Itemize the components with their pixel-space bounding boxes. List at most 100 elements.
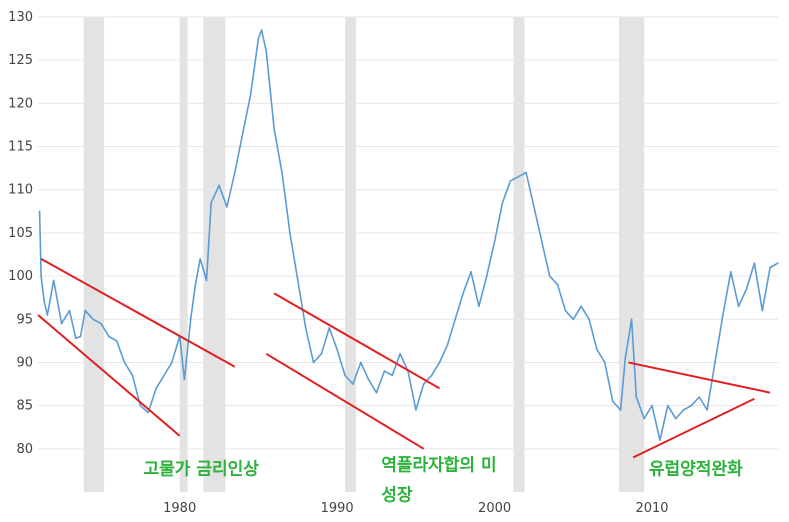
data-point xyxy=(92,318,94,321)
data-point xyxy=(690,404,693,407)
data-point xyxy=(446,344,449,346)
data-point xyxy=(344,374,346,377)
annotation-2: 성장 xyxy=(381,486,413,506)
y-tick-label: 115 xyxy=(8,140,33,155)
recession-band-5 xyxy=(618,17,645,492)
data-point xyxy=(218,184,220,187)
data-point xyxy=(249,93,252,96)
annotation-0: 고물가 금리인상 xyxy=(143,460,259,480)
data-point xyxy=(596,348,598,351)
data-point xyxy=(753,262,756,264)
data-point xyxy=(572,318,575,321)
y-tick-label: 105 xyxy=(8,226,33,241)
data-point xyxy=(199,258,201,260)
data-point xyxy=(485,275,488,277)
data-point xyxy=(761,309,764,312)
data-point xyxy=(630,318,633,321)
series-line-0 xyxy=(38,29,779,442)
axis-labels: 80 85 90 95 100 105 110 115 120 125 130 1980 1990 200… xyxy=(8,10,668,516)
data-point xyxy=(611,400,614,403)
data-point xyxy=(265,50,268,53)
data-point xyxy=(312,361,315,364)
data-point xyxy=(328,327,331,329)
data-point xyxy=(548,275,551,277)
annotations: 고물가 금리인상 역플라자합의 미성장 유럽양적완화 xyxy=(143,454,743,505)
data-point xyxy=(501,201,504,204)
data-point xyxy=(115,340,118,342)
y-tick-label: 130 xyxy=(8,10,33,25)
data-point xyxy=(698,396,701,398)
data-point xyxy=(40,275,42,277)
data-point xyxy=(525,171,527,174)
trendline-1 xyxy=(37,314,181,437)
recession-band-4 xyxy=(513,17,525,492)
data-point xyxy=(38,210,41,213)
data-point xyxy=(123,361,126,364)
data-point xyxy=(619,409,622,411)
data-point xyxy=(46,314,49,316)
y-tick-label: 90 xyxy=(16,355,33,370)
y-tick-label: 110 xyxy=(8,183,33,198)
data-point xyxy=(470,270,472,273)
trendline-5 xyxy=(632,397,755,459)
trendlines xyxy=(37,257,771,459)
data-point xyxy=(564,309,567,312)
data-point xyxy=(194,283,197,286)
y-tick-label: 95 xyxy=(16,312,33,327)
data-point xyxy=(296,279,299,282)
data-point xyxy=(777,262,779,264)
data-point xyxy=(183,378,186,381)
data-point xyxy=(588,318,590,321)
data-point xyxy=(375,391,378,394)
data-point xyxy=(163,374,165,377)
data-point xyxy=(714,361,716,364)
data-point xyxy=(210,201,212,204)
data-point xyxy=(651,404,653,407)
annotation-1: 역플라자합의 미 xyxy=(381,454,496,475)
data-point xyxy=(682,409,685,411)
data-point xyxy=(43,301,46,303)
data-point xyxy=(304,327,307,329)
recession-bands xyxy=(83,17,645,492)
data-point xyxy=(336,348,338,351)
data-point xyxy=(745,288,748,290)
data-point xyxy=(438,361,441,364)
data-point xyxy=(273,128,275,131)
data-point xyxy=(391,374,394,377)
data-point xyxy=(226,206,228,208)
data-point xyxy=(241,132,244,135)
recession-band-2 xyxy=(203,17,226,492)
data-point xyxy=(659,439,661,441)
data-point xyxy=(541,240,543,243)
data-point xyxy=(171,361,173,364)
data-point xyxy=(635,396,638,398)
data-point xyxy=(643,417,645,420)
y-tick-label: 120 xyxy=(8,96,33,111)
data-point xyxy=(556,283,559,286)
x-tick-label: 1980 xyxy=(163,501,196,516)
gridlines xyxy=(38,16,778,450)
data-point xyxy=(674,417,677,420)
recession-band-0 xyxy=(83,17,105,492)
data-point xyxy=(399,353,401,355)
data-point xyxy=(131,374,134,377)
trendline-2 xyxy=(273,292,440,390)
data-point xyxy=(147,411,150,414)
data-point xyxy=(666,404,669,407)
data-point xyxy=(139,404,142,407)
data-point xyxy=(74,337,77,340)
data-point xyxy=(533,206,535,208)
data-point xyxy=(108,335,110,338)
data-point xyxy=(352,383,354,385)
x-tick-label: 2010 xyxy=(635,501,668,516)
data-point xyxy=(729,270,732,273)
data-point xyxy=(462,292,464,295)
data-point xyxy=(415,409,417,411)
annotation-3: 유럽양적완화 xyxy=(649,460,743,480)
data-point xyxy=(580,305,582,308)
data-point xyxy=(52,279,55,282)
data-point xyxy=(289,232,291,234)
data-point xyxy=(205,279,208,282)
data-point xyxy=(100,322,102,325)
data-point xyxy=(430,374,433,377)
